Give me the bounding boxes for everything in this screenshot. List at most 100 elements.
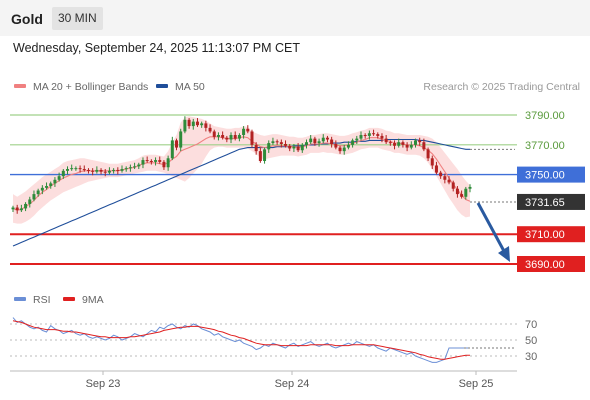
candle-body: [191, 121, 195, 127]
candle-body: [229, 135, 233, 140]
candle-body: [141, 160, 145, 165]
forecast-arrow-head: [498, 246, 510, 262]
candle-body: [70, 168, 74, 170]
candle-body: [225, 137, 229, 140]
candle-body: [317, 141, 321, 144]
candle-body: [221, 135, 225, 138]
candle-body: [338, 147, 342, 152]
candle-body: [107, 170, 111, 173]
candle-body: [351, 140, 355, 145]
candle-body: [321, 137, 325, 142]
candle-body: [91, 170, 95, 172]
candle-body: [158, 160, 162, 162]
candle-body: [355, 138, 359, 141]
level-label: 3690.00: [525, 259, 565, 271]
candle-body: [195, 121, 199, 126]
ma50-line: [12, 138, 470, 247]
candle-body: [468, 186, 472, 189]
rsi-tick-label: 50: [525, 335, 537, 347]
candle-body: [309, 138, 313, 143]
candle-body: [187, 119, 191, 127]
candle-body: [413, 140, 417, 145]
candle-body: [32, 194, 36, 200]
candle-body: [246, 128, 250, 132]
bollinger-band: [13, 116, 470, 224]
candle-body: [300, 144, 304, 151]
candle-body: [296, 146, 300, 151]
candle-body: [45, 186, 49, 188]
candle-body: [464, 188, 468, 197]
rsi-tick-label: 30: [525, 351, 537, 363]
candle-body: [233, 135, 237, 139]
level-tag: [517, 226, 585, 243]
last-price-tag: [517, 193, 585, 210]
candle-body: [11, 207, 15, 210]
timestamp: Wednesday, September 24, 2025 11:13:07 P…: [13, 41, 300, 55]
legend-swatch-9ma: [63, 297, 75, 301]
candle-body: [36, 190, 40, 195]
instrument-title: Gold: [11, 11, 43, 27]
candle-body: [166, 158, 170, 168]
candle-body: [49, 183, 53, 187]
candle-body: [330, 139, 334, 144]
candle-body: [304, 142, 308, 145]
candle-body: [24, 203, 28, 209]
candle-body: [388, 142, 392, 144]
candle-body: [409, 144, 413, 148]
candle-body: [376, 134, 380, 136]
candle-body: [275, 141, 279, 143]
candle-body: [426, 149, 430, 159]
candle-body: [284, 143, 288, 146]
x-tick-label: Sep 25: [459, 378, 494, 390]
candle-body: [200, 123, 204, 126]
candle-body: [254, 144, 258, 152]
candle-body: [183, 119, 187, 132]
candle-body: [430, 158, 434, 166]
x-axis: Sep 23 Sep 24 Sep 25: [10, 370, 517, 390]
candle-body: [145, 160, 149, 162]
candle-body: [149, 160, 153, 162]
candle-body: [405, 144, 409, 148]
legend-swatch-rsi: [14, 297, 26, 301]
level-label: 3790.00: [525, 110, 565, 122]
candle-body: [342, 147, 346, 152]
candle-body: [179, 131, 183, 148]
rsi-line: [12, 317, 470, 363]
candle-body: [422, 142, 426, 150]
candle-body: [384, 138, 388, 143]
candle-body: [451, 182, 455, 189]
price-panel: 3790.00 3770.00 3750.00 3710.00 3690.00 3731.…: [10, 110, 585, 272]
candle-body: [325, 137, 329, 140]
level-tag: [517, 166, 585, 183]
candle-body: [61, 170, 65, 177]
legend-label-ma50: MA 50: [175, 81, 205, 93]
candle-body: [447, 179, 451, 183]
candle-body: [418, 140, 422, 143]
candle-body: [204, 123, 208, 128]
candle-body: [128, 167, 132, 169]
candle-body: [288, 145, 292, 149]
candle-body: [120, 169, 124, 171]
rsi-legend: RSI 9MA: [14, 294, 104, 306]
candle-body: [313, 138, 317, 144]
candle-body: [258, 151, 262, 161]
forecast-arrow: [476, 202, 507, 254]
candle-body: [455, 188, 459, 195]
candle-body: [57, 176, 61, 180]
research-credit: Research © 2025 Trading Central: [423, 81, 580, 93]
timeframe-button[interactable]: 30 MIN: [52, 7, 103, 30]
candle-body: [263, 149, 267, 161]
candle-body: [443, 176, 447, 180]
candle-body: [78, 168, 82, 170]
candle-body: [66, 169, 70, 171]
candle-body: [439, 172, 443, 177]
candle-body: [372, 133, 376, 135]
candle-body: [279, 142, 283, 144]
candle-body: [242, 128, 246, 136]
candle-body: [137, 164, 141, 167]
candle-body: [359, 135, 363, 139]
x-tick-label: Sep 23: [86, 378, 121, 390]
legend-swatch-ma20: [14, 84, 26, 88]
level-label: 3750.00: [525, 170, 565, 182]
rsi-ma-line: [12, 320, 470, 360]
